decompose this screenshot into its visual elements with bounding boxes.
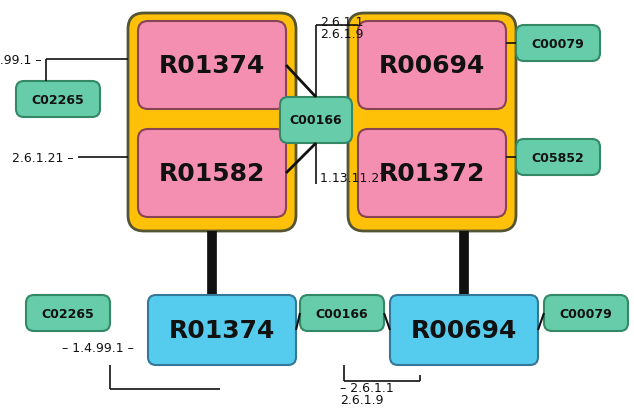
Text: – 1.4.99.1 –: – 1.4.99.1 –	[62, 341, 134, 354]
Text: C00166: C00166	[290, 114, 342, 127]
Text: 1.4.99.1 –: 1.4.99.1 –	[0, 53, 42, 66]
FancyBboxPatch shape	[138, 130, 286, 218]
Text: 2.6.1.9: 2.6.1.9	[320, 27, 363, 40]
Text: R01374: R01374	[169, 318, 275, 342]
Text: R01374: R01374	[158, 54, 265, 78]
FancyBboxPatch shape	[516, 26, 600, 62]
Text: C00079: C00079	[560, 307, 612, 320]
Text: 2.6.1.1: 2.6.1.1	[320, 15, 363, 28]
FancyBboxPatch shape	[138, 22, 286, 110]
Text: R01582: R01582	[158, 161, 265, 185]
FancyBboxPatch shape	[280, 98, 352, 144]
Text: C00079: C00079	[532, 38, 585, 50]
FancyBboxPatch shape	[16, 82, 100, 118]
Text: C00166: C00166	[316, 307, 368, 320]
FancyBboxPatch shape	[358, 22, 506, 110]
Text: R01372: R01372	[378, 161, 485, 185]
Text: C02265: C02265	[32, 93, 84, 106]
Text: 2.6.1.9: 2.6.1.9	[340, 394, 384, 406]
Text: 1.13.11.27 –: 1.13.11.27 –	[320, 171, 398, 184]
FancyBboxPatch shape	[128, 14, 296, 231]
Text: C02265: C02265	[42, 307, 94, 320]
Text: – 2.6.1.1: – 2.6.1.1	[340, 380, 394, 394]
FancyBboxPatch shape	[26, 295, 110, 331]
FancyBboxPatch shape	[516, 140, 600, 176]
Text: C05852: C05852	[532, 151, 585, 164]
FancyBboxPatch shape	[348, 14, 516, 231]
FancyBboxPatch shape	[390, 295, 538, 365]
Text: R00694: R00694	[411, 318, 517, 342]
FancyBboxPatch shape	[148, 295, 296, 365]
FancyBboxPatch shape	[358, 130, 506, 218]
FancyBboxPatch shape	[544, 295, 628, 331]
Text: R00694: R00694	[378, 54, 485, 78]
Text: 2.6.1.21 –: 2.6.1.21 –	[13, 151, 74, 164]
FancyBboxPatch shape	[300, 295, 384, 331]
